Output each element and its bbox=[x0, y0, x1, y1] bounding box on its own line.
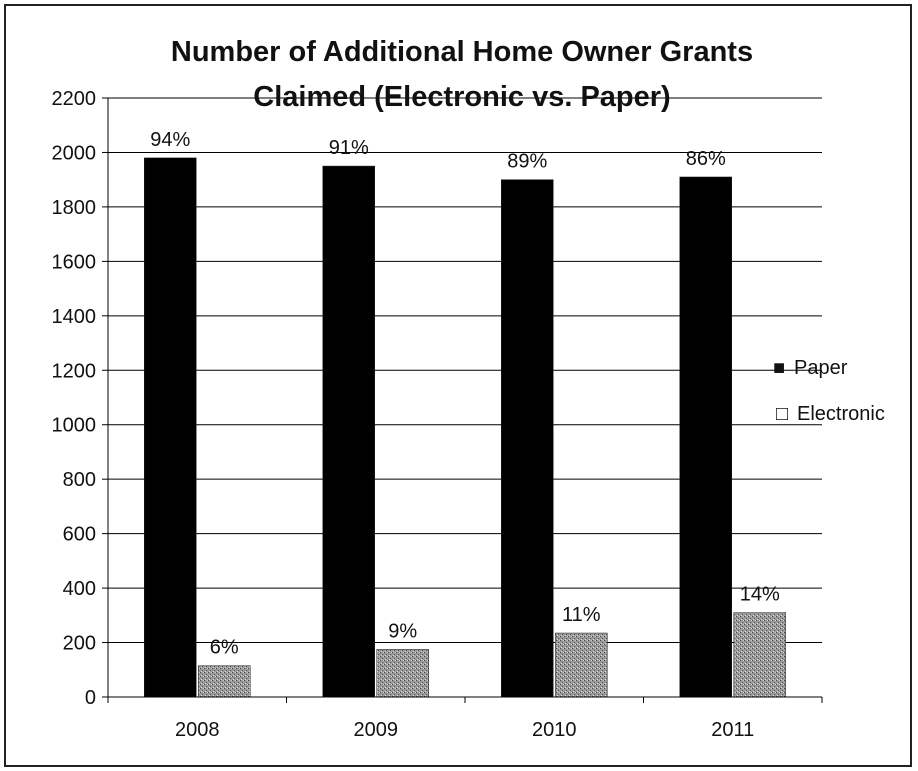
data-label-paper: 91% bbox=[329, 137, 369, 159]
legend: ■ Paper □ Electronic bbox=[773, 357, 885, 425]
bar-electronic bbox=[555, 632, 608, 698]
legend-marker-paper: ■ bbox=[773, 357, 785, 379]
data-label-paper: 94% bbox=[150, 129, 190, 151]
y-tick-label: 600 bbox=[63, 524, 96, 546]
data-labels: 94% 6% 91% 9% 89% 11% 86% 14% bbox=[150, 129, 780, 659]
y-tick-label: 1200 bbox=[52, 360, 97, 382]
chart-title-line-2: Claimed (Electronic vs. Paper) bbox=[253, 81, 670, 113]
x-tick-label: 2009 bbox=[354, 719, 399, 741]
data-label-electronic: 11% bbox=[562, 604, 601, 626]
x-tick-label: 2010 bbox=[532, 719, 577, 741]
legend-label-paper: Paper bbox=[794, 357, 848, 379]
data-label-electronic: 6% bbox=[210, 637, 239, 659]
bar-paper bbox=[679, 176, 732, 698]
bar-paper bbox=[322, 165, 375, 698]
bar-electronic bbox=[733, 612, 786, 698]
data-label-electronic: 9% bbox=[388, 620, 417, 642]
y-tick-label: 1000 bbox=[52, 415, 97, 437]
x-tick-label: 2011 bbox=[711, 719, 754, 741]
data-label-paper: 89% bbox=[507, 151, 547, 173]
legend-marker-electronic: □ bbox=[776, 403, 788, 425]
bar-paper bbox=[144, 157, 197, 698]
axes: 0 200 400 600 800 1000 1200 1400 1600 1800 2000 220… bbox=[52, 88, 823, 741]
y-tick-label: 0 bbox=[85, 687, 96, 709]
data-label-paper: 86% bbox=[686, 148, 726, 170]
data-label-electronic: 14% bbox=[740, 584, 780, 606]
y-tick-label: 800 bbox=[63, 469, 96, 491]
y-tick-label: 400 bbox=[63, 578, 96, 600]
bar-paper bbox=[501, 179, 554, 698]
bars bbox=[144, 157, 786, 698]
y-tick-label: 2200 bbox=[52, 88, 97, 110]
legend-label-electronic: Electronic bbox=[797, 403, 885, 425]
y-tick-label: 1400 bbox=[52, 306, 97, 328]
y-tick-label: 1800 bbox=[52, 197, 97, 219]
chart-title-line-1: Number of Additional Home Owner Grants bbox=[171, 36, 753, 68]
y-tick-label: 1600 bbox=[52, 251, 97, 273]
y-tick-label: 200 bbox=[63, 633, 96, 655]
bar-electronic bbox=[376, 649, 429, 698]
bar-electronic bbox=[198, 665, 251, 698]
x-tick-label: 2008 bbox=[175, 719, 220, 741]
chart-title: Number of Additional Home Owner Grants C… bbox=[171, 36, 753, 113]
y-tick-label: 2000 bbox=[52, 142, 97, 164]
